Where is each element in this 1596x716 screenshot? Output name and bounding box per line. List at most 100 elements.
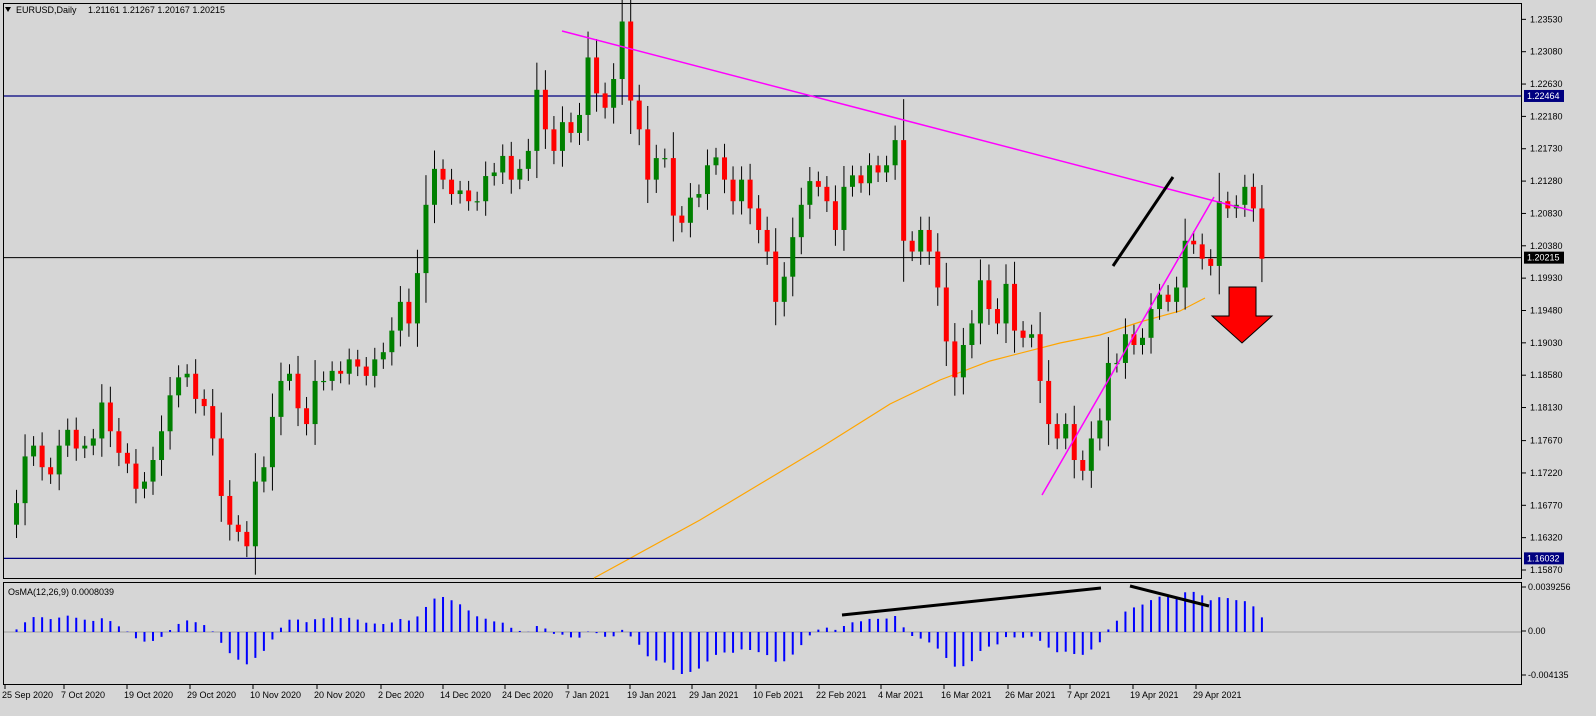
time-tick-label: 7 Apr 2021 xyxy=(1067,690,1111,700)
candlestick xyxy=(815,171,821,197)
candlestick xyxy=(355,349,361,377)
candlestick xyxy=(124,443,130,474)
candlestick xyxy=(559,106,565,167)
down-arrow-icon xyxy=(1210,286,1274,344)
price-tick-label: 1.16320 xyxy=(1530,533,1563,543)
time-tick-label: 20 Nov 2020 xyxy=(314,690,365,700)
time-tick-label: 14 Dec 2020 xyxy=(440,690,491,700)
price-tick-label: 1.23530 xyxy=(1530,14,1563,24)
candlestick xyxy=(312,360,318,445)
candlestick xyxy=(841,165,847,251)
candlestick xyxy=(48,457,54,484)
candlestick xyxy=(210,389,216,456)
candlestick xyxy=(858,165,864,193)
price-level-value: 1.22464 xyxy=(1527,91,1560,101)
time-tick-label: 4 Mar 2021 xyxy=(878,690,924,700)
candlestick xyxy=(1191,231,1197,254)
candlestick xyxy=(602,82,608,119)
candlestick xyxy=(1037,312,1043,404)
candlestick xyxy=(1012,261,1018,353)
candlestick xyxy=(1071,405,1077,479)
price-tick-label: 1.18580 xyxy=(1530,370,1563,380)
time-tick-label: 2 Dec 2020 xyxy=(378,690,424,700)
candlestick xyxy=(261,456,267,493)
candlestick xyxy=(901,99,907,282)
candlestick xyxy=(1114,353,1120,373)
indicator-panel-frame xyxy=(3,582,1522,685)
candlestick xyxy=(397,286,403,347)
osma-title: OsMA(12,26,9) 0.0008039 xyxy=(8,587,114,597)
candlestick xyxy=(525,138,531,181)
candlestick xyxy=(1148,293,1154,354)
candlestick xyxy=(389,317,395,366)
candlestick xyxy=(1063,413,1069,450)
candlestick xyxy=(704,149,710,210)
candlestick xyxy=(696,184,702,208)
candlestick xyxy=(849,165,855,197)
candlestick xyxy=(176,365,182,408)
candlestick xyxy=(892,125,898,180)
time-tick-label: 19 Apr 2021 xyxy=(1130,690,1179,700)
time-tick-label: 25 Sep 2020 xyxy=(2,690,53,700)
candlestick xyxy=(491,162,497,186)
candlestick xyxy=(1139,328,1145,355)
candlestick xyxy=(440,159,446,190)
candlestick xyxy=(1080,450,1086,481)
chart-ohlc-values: 1.21161 1.21267 1.20167 1.20215 xyxy=(88,5,225,15)
candlestick xyxy=(952,323,958,396)
price-tick-label: 1.21730 xyxy=(1530,144,1563,154)
candlestick xyxy=(875,155,881,182)
candlestick xyxy=(22,434,28,526)
price-tick-label: 1.18130 xyxy=(1530,403,1563,413)
price-level-badge xyxy=(1524,552,1564,565)
candlestick xyxy=(1182,218,1188,310)
candlestick xyxy=(363,357,369,386)
price-tick-label: 1.19030 xyxy=(1530,338,1563,348)
dropdown-triangle-icon[interactable] xyxy=(5,7,11,12)
time-tick-label: 24 Dec 2020 xyxy=(502,690,553,700)
candlestick xyxy=(1174,276,1180,313)
time-tick-label: 16 Mar 2021 xyxy=(941,690,992,700)
price-tick-label: 1.21280 xyxy=(1530,176,1563,186)
osma-rising-line xyxy=(841,586,1102,617)
candlestick xyxy=(201,389,207,416)
candlestick xyxy=(730,166,736,215)
candlestick xyxy=(713,147,719,175)
price-tick-label: 1.19480 xyxy=(1530,305,1563,315)
candlestick xyxy=(269,393,275,491)
candlestick xyxy=(508,141,514,194)
candlestick xyxy=(935,233,941,306)
candlestick xyxy=(457,180,463,204)
candlestick xyxy=(167,376,173,450)
price-axis: 1.23530 1.23080 1.22630 1.22180 1.21730 1.212… xyxy=(1521,14,1563,575)
candlestick xyxy=(832,185,838,246)
chart-symbol-label: EURUSD,Daily xyxy=(16,5,77,15)
candlestick xyxy=(90,428,96,456)
candlestick xyxy=(687,183,693,238)
time-tick-label: 19 Oct 2020 xyxy=(124,690,173,700)
osma-histogram xyxy=(15,591,1263,674)
candlestick xyxy=(295,355,301,427)
candlestick xyxy=(628,0,634,135)
price-level-value: 1.16032 xyxy=(1527,553,1560,563)
candlestick xyxy=(909,231,915,262)
candlestick xyxy=(798,187,804,255)
price-panel-frame xyxy=(3,3,1522,579)
candlestick xyxy=(884,155,890,182)
candlestick xyxy=(1046,360,1052,445)
candlestick xyxy=(141,472,147,499)
price-tick-label: 1.22180 xyxy=(1530,111,1563,121)
candlestick xyxy=(65,418,71,457)
candlestick xyxy=(926,216,932,265)
candlestick xyxy=(321,371,327,391)
candlestick xyxy=(244,521,250,558)
candlestick xyxy=(1054,413,1060,450)
candlestick xyxy=(466,180,472,211)
candlestick xyxy=(286,364,292,391)
price-tick-label: 1.17220 xyxy=(1530,468,1563,478)
candlestick xyxy=(474,191,480,211)
candlestick xyxy=(594,39,600,112)
candlestick xyxy=(662,148,668,168)
candlestick xyxy=(969,310,975,359)
